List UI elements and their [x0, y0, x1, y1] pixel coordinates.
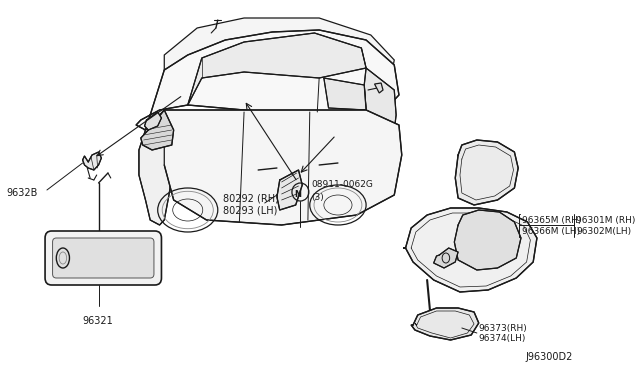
Text: N: N	[294, 189, 301, 199]
Text: J96300D2: J96300D2	[525, 352, 573, 362]
Text: 96302M(LH): 96302M(LH)	[577, 227, 632, 235]
Text: 9632B: 9632B	[6, 188, 38, 198]
Text: 96373(RH): 96373(RH)	[479, 324, 527, 333]
Polygon shape	[164, 18, 394, 95]
Text: 08911-0062G: 08911-0062G	[312, 180, 374, 189]
Polygon shape	[411, 308, 479, 340]
Polygon shape	[324, 78, 366, 110]
Polygon shape	[374, 83, 383, 93]
Text: 96365M (RH): 96365M (RH)	[522, 215, 581, 224]
Text: 80292 (RH): 80292 (RH)	[223, 193, 279, 203]
Polygon shape	[455, 140, 518, 205]
Polygon shape	[364, 68, 396, 130]
Polygon shape	[188, 33, 366, 105]
Text: 96374(LH): 96374(LH)	[479, 334, 526, 343]
Polygon shape	[141, 110, 173, 150]
Polygon shape	[454, 210, 521, 270]
Polygon shape	[404, 208, 537, 292]
Polygon shape	[145, 112, 161, 130]
Polygon shape	[136, 30, 399, 130]
Polygon shape	[434, 248, 458, 268]
Text: 96321: 96321	[83, 316, 113, 326]
Text: (3): (3)	[312, 192, 324, 202]
Text: 96301M (RH): 96301M (RH)	[577, 215, 636, 224]
Text: 96366M (LH): 96366M (LH)	[522, 227, 580, 235]
FancyBboxPatch shape	[45, 231, 161, 285]
FancyBboxPatch shape	[52, 238, 154, 278]
Text: 80293 (LH): 80293 (LH)	[223, 205, 278, 215]
Polygon shape	[83, 152, 101, 170]
Polygon shape	[277, 170, 302, 210]
Polygon shape	[164, 110, 402, 225]
Polygon shape	[139, 110, 173, 225]
